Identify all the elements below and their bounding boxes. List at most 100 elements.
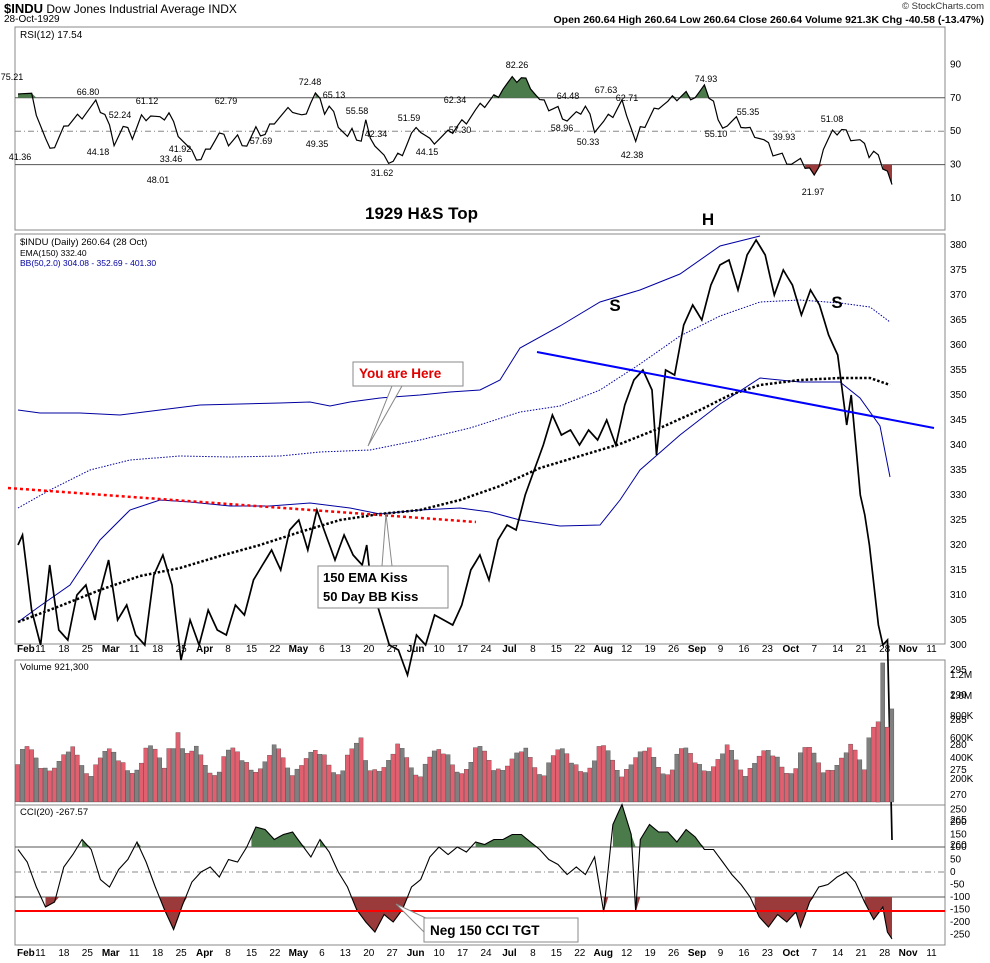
volume-bar: [377, 771, 382, 803]
cci-line: [17, 802, 893, 940]
head-label: H: [702, 210, 714, 229]
rsi-panel: [14, 26, 946, 231]
volume-bar: [61, 754, 66, 803]
bb-upper-band: [17, 235, 761, 416]
volume-bar: [399, 748, 405, 803]
price-tick-label: 265: [950, 815, 967, 826]
rsi-legend: RSI(12) 17.54: [20, 30, 83, 41]
ema150-line: [17, 376, 891, 624]
symbol-exchange: INDX: [208, 2, 237, 16]
rsi-tick-label: 30: [950, 160, 962, 171]
volume-legend: Volume 921,300: [20, 662, 89, 673]
volume-bar: [889, 708, 895, 803]
x-tick-label: 26: [668, 644, 680, 655]
volume-bar: [97, 757, 103, 803]
volume-bar: [381, 767, 387, 803]
x-tick-label: Apr: [196, 948, 213, 959]
cci-target-callout: Neg 150 CCI TGT: [395, 903, 579, 943]
volume-bar: [564, 753, 570, 803]
price-tick-label: 275: [950, 765, 967, 776]
volume-bar: [226, 749, 231, 803]
volume-bar: [404, 757, 410, 803]
volume-bar: [656, 767, 661, 803]
volume-bar: [482, 750, 487, 803]
neckline-trendline: [536, 351, 935, 429]
volume-bar: [738, 769, 744, 803]
x-tick-label: 14: [832, 948, 844, 959]
x-tick-label: 23: [762, 948, 774, 959]
price-tick-label: 355: [950, 365, 967, 376]
volume-bar: [633, 757, 638, 803]
price-tick-label: 340: [950, 440, 967, 451]
volume-bar: [194, 745, 199, 803]
rsi-annotation: 39.93: [773, 132, 796, 142]
volume-bar: [610, 759, 615, 803]
volume-bar: [143, 747, 149, 803]
volume-bar: [248, 769, 254, 803]
x-tick-label: 21: [856, 948, 868, 959]
volume-bar: [244, 762, 249, 803]
volume-bar: [38, 768, 43, 803]
x-tick-label: 8: [530, 948, 536, 959]
price-tick-label: 315: [950, 565, 967, 576]
price-tick-label: 370: [950, 290, 967, 301]
volume-tick-label: 1.0M: [950, 691, 972, 702]
x-tick-label: 25: [176, 644, 188, 655]
x-tick-label: 20: [363, 644, 375, 655]
rsi-annotation: 41.92: [169, 144, 192, 154]
volume-bar: [724, 744, 730, 803]
volume-bar: [235, 751, 240, 803]
volume-bar: [601, 745, 606, 803]
rsi-tick-label: 10: [950, 193, 962, 204]
price-legend: $INDU (Daily) 260.64 (28 Oct): [20, 237, 147, 248]
x-tick-label: Jul: [502, 948, 517, 959]
x-tick-label: 21: [856, 644, 868, 655]
volume-tick-label: 1.2M: [950, 670, 972, 681]
volume-bar: [477, 746, 483, 803]
x-tick-label: 6: [319, 948, 325, 959]
volume-bar: [303, 758, 309, 803]
cci-tick-label: 0: [950, 867, 956, 878]
x-tick-label: 6: [319, 644, 325, 655]
volume-bar: [528, 757, 533, 803]
x-tick-label: 23: [762, 644, 774, 655]
volume-bar: [308, 751, 313, 803]
volume-bar: [743, 776, 748, 803]
x-tick-label: 19: [645, 644, 657, 655]
volume-bar: [450, 764, 455, 803]
rsi-annotation: 82.26: [506, 60, 529, 70]
x-tick-label: Jul: [502, 644, 517, 655]
x-tick-label: 24: [480, 948, 492, 959]
cci-tick-label: 250: [950, 805, 967, 816]
volume-bar: [139, 762, 144, 803]
x-axis-mid: Feb 11 18 25 Mar 11 18 25 Apr 8 15 22 May 6 13 20 27 Jun 1…: [17, 644, 937, 655]
volume-bar: [84, 773, 89, 803]
cci-positive-fill: [82, 804, 705, 847]
rsi-annotation: 31.62: [371, 168, 394, 178]
volume-bar: [637, 751, 643, 803]
volume-bar: [573, 764, 579, 803]
volume-bar: [486, 760, 492, 803]
rsi-annotation: 67.63: [595, 85, 618, 95]
rsi-annotation: 51.08: [821, 114, 844, 124]
volume-bar: [184, 753, 190, 803]
price-tick-label: 285: [950, 715, 967, 726]
x-tick-label: Nov: [899, 644, 918, 655]
volume-bar: [884, 726, 890, 803]
volume-bar: [152, 748, 158, 803]
volume-bar: [413, 774, 419, 803]
price-line: [17, 238, 893, 841]
rsi-annotation: 55.10: [705, 129, 728, 139]
volume-bar: [340, 770, 345, 803]
cci-tick-label: -150: [950, 905, 970, 916]
volume-bar: [148, 745, 153, 803]
volume-bar: [129, 773, 135, 803]
rsi-annotation: 44.18: [87, 147, 110, 157]
x-tick-label: 11: [35, 644, 46, 655]
volume-bar: [537, 774, 542, 803]
volume-bar: [798, 752, 803, 803]
price-tick-label: 310: [950, 590, 967, 601]
x-tick-label: 18: [152, 644, 164, 655]
x-tick-label: 13: [340, 644, 352, 655]
volume-bar: [509, 758, 515, 803]
